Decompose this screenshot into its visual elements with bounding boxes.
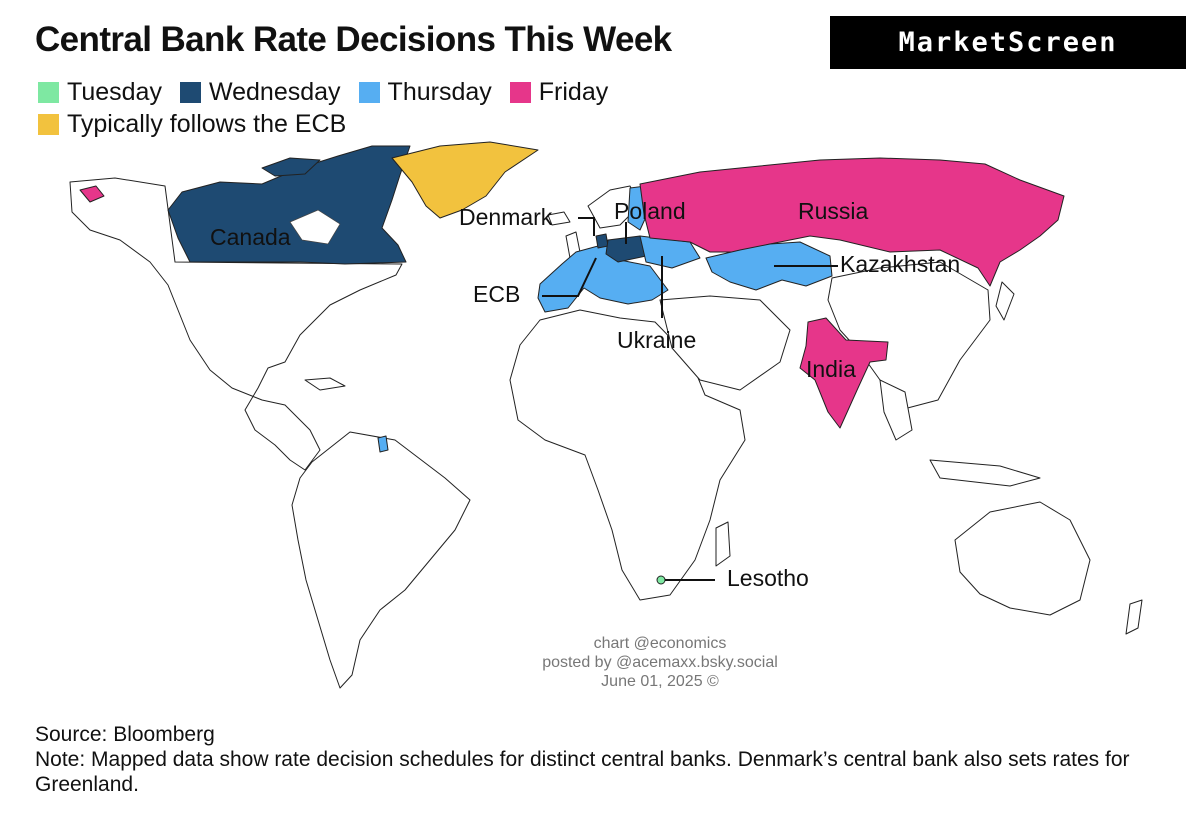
legend-item-thursday: Thursday — [358, 77, 492, 107]
north-america-land — [69, 177, 403, 471]
iceland — [547, 211, 571, 226]
world-map: Canada Denmark Poland Russia Kazakhstan … — [69, 141, 1143, 689]
legend-swatch-follows-ecb — [38, 113, 59, 135]
watermark-line-2: posted by @acemaxx.bsky.social — [542, 654, 778, 671]
japan — [995, 281, 1015, 321]
label-ecb: ECB — [473, 281, 520, 307]
label-ukraine: Ukraine — [617, 327, 696, 353]
canada-islands — [261, 157, 321, 177]
legend-label-thursday: Thursday — [387, 77, 492, 106]
note-text: Note: Mapped data show rate decision sch… — [35, 748, 1130, 796]
hudson-bay-outline — [289, 209, 341, 245]
madagascar — [715, 521, 731, 567]
new-zealand — [1125, 599, 1143, 635]
legend-swatch-thursday — [358, 81, 380, 103]
ecb-leader — [542, 257, 597, 297]
middle-east-land — [659, 295, 791, 391]
label-kazakhstan: Kazakhstan — [840, 251, 960, 277]
legend-label-friday: Friday — [538, 77, 609, 106]
legend-swatch-tuesday — [38, 81, 59, 103]
watermark-line-1: chart @economics — [593, 635, 727, 652]
legend-item-follows-ecb: Typically follows the ECB — [38, 110, 346, 139]
caribbean — [304, 377, 346, 391]
label-denmark: Denmark — [459, 204, 553, 230]
lesotho-region — [656, 575, 666, 585]
footer: Source: Bloomberg Note: Mapped data show… — [35, 722, 1165, 797]
russia-region — [639, 157, 1065, 287]
label-poland: Poland — [614, 198, 686, 224]
label-lesotho: Lesotho — [727, 565, 809, 591]
denmark-leader — [578, 217, 595, 236]
brand-logo: MarketScreen — [830, 16, 1186, 69]
legend-label-follows-ecb: Typically follows the ECB — [67, 109, 347, 138]
india-region — [799, 317, 889, 429]
greenland-region — [391, 141, 539, 219]
australia-land — [954, 501, 1091, 616]
southeast-asia — [879, 379, 913, 441]
legend-label-tuesday: Tuesday — [67, 77, 162, 106]
asia-land — [827, 261, 991, 411]
chart-title: Central Bank Rate Decisions This Week — [35, 20, 672, 59]
watermark: chart @economics posted by @acemaxx.bsky… — [500, 634, 820, 691]
label-canada: Canada — [210, 224, 291, 250]
label-russia: Russia — [798, 198, 869, 224]
suriname — [377, 435, 389, 453]
alaska-tip — [79, 185, 105, 203]
label-india: India — [806, 356, 856, 382]
legend-item-tuesday: Tuesday — [38, 78, 162, 107]
legend-item-wednesday: Wednesday — [179, 77, 341, 107]
indonesia — [929, 459, 1041, 487]
legend: Tuesday Wednesday Thursday Friday Typica… — [38, 76, 626, 140]
legend-swatch-friday — [509, 81, 531, 103]
source-text: Source: Bloomberg — [35, 723, 215, 746]
legend-swatch-wednesday — [179, 81, 201, 103]
kazakhstan-region — [705, 241, 833, 291]
denmark-region — [595, 233, 609, 249]
poland-region — [605, 235, 647, 263]
legend-item-friday: Friday — [509, 77, 609, 107]
legend-label-wednesday: Wednesday — [208, 77, 341, 106]
watermark-line-3: June 01, 2025 © — [601, 673, 719, 690]
south-america-land — [291, 431, 471, 689]
